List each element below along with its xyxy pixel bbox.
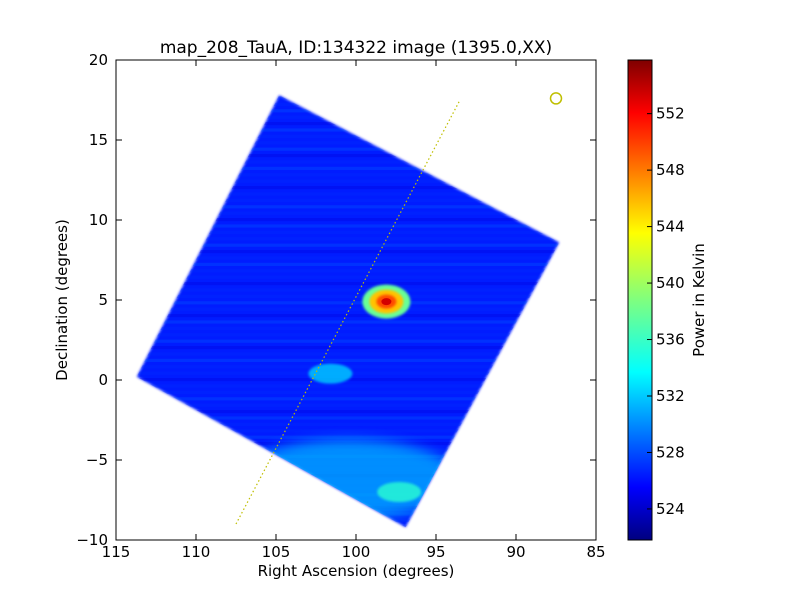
x-axis: 115 110 105 100 95 90 85 bbox=[102, 60, 606, 561]
x-tick-label: 105 bbox=[262, 543, 291, 561]
x-tick-label: 95 bbox=[426, 543, 445, 561]
colorbar-label: Power in Kelvin bbox=[690, 243, 708, 357]
colorbar-tick-label: 552 bbox=[656, 105, 685, 123]
y-tick-label: 5 bbox=[98, 291, 108, 309]
y-tick-label: 15 bbox=[89, 131, 108, 149]
map-layer bbox=[136, 95, 560, 528]
beam-marker bbox=[549, 92, 563, 105]
chart-title: map_208_TauA, ID:134322 image (1395.0,XX… bbox=[160, 38, 552, 58]
source-3 bbox=[308, 363, 353, 384]
y-tick-label: 10 bbox=[89, 211, 108, 229]
colorbar-tick-label: 532 bbox=[656, 387, 685, 405]
y-tick-label: 0 bbox=[98, 371, 108, 389]
x-tick-label: 85 bbox=[586, 543, 605, 561]
x-tick-label: 90 bbox=[506, 543, 525, 561]
x-axis-label: Right Ascension (degrees) bbox=[258, 562, 455, 580]
x-tick-label: 110 bbox=[182, 543, 211, 561]
y-tick-label: −10 bbox=[76, 531, 108, 549]
colorbar-tick-label: 524 bbox=[656, 500, 685, 518]
colorbar-tick-label: 548 bbox=[656, 161, 685, 179]
x-tick-label: 100 bbox=[342, 543, 371, 561]
source-2 bbox=[377, 482, 422, 502]
y-axis: −10 −5 0 5 10 15 20 bbox=[76, 51, 596, 549]
overlay-layer bbox=[235, 92, 563, 525]
colorbar-axis: 524 528 532 536 540 544 548 552 bbox=[647, 105, 685, 518]
colorbar bbox=[627, 59, 653, 541]
y-axis-label: Declination (degrees) bbox=[53, 219, 71, 381]
colorbar-tick-label: 528 bbox=[656, 443, 685, 461]
x-tick-label: 115 bbox=[102, 543, 131, 561]
y-tick-label: 20 bbox=[89, 51, 108, 69]
colorbar-tick-label: 536 bbox=[656, 331, 685, 349]
source-1 bbox=[362, 284, 411, 319]
y-tick-label: −5 bbox=[86, 451, 108, 469]
colorbar-tick-label: 540 bbox=[656, 274, 685, 292]
colorbar-tick-label: 544 bbox=[656, 218, 685, 236]
